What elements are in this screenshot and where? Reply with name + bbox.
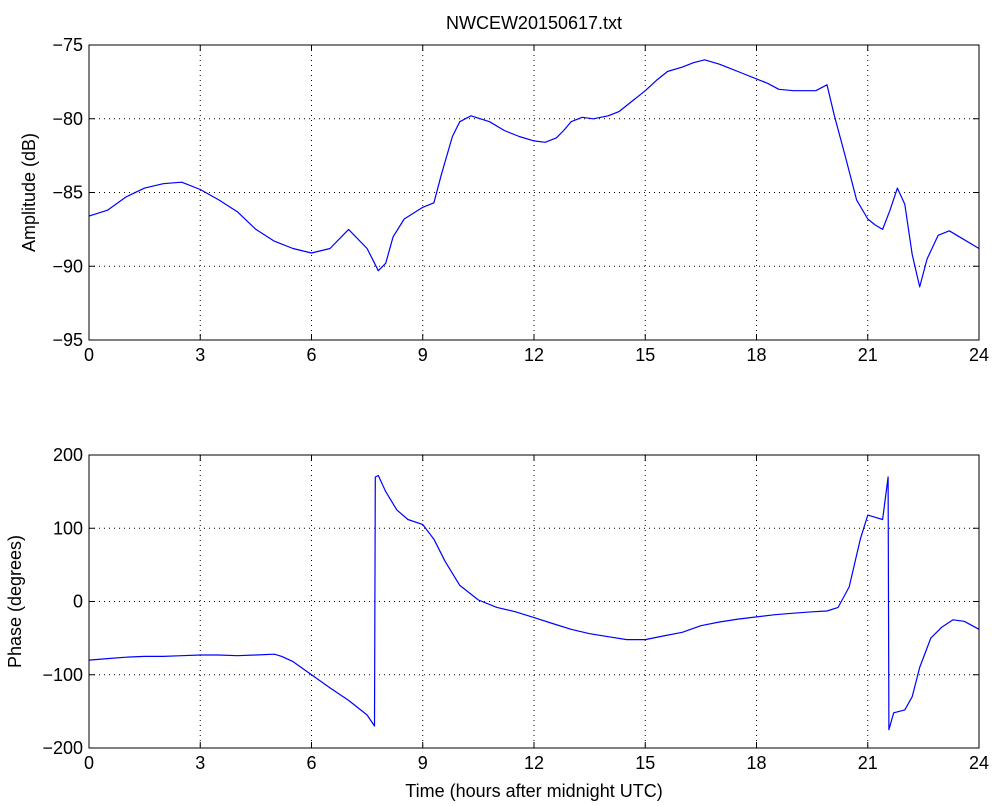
amplitude-x-tick-label: 24 — [969, 345, 989, 365]
time-x-axis-label: Time (hours after midnight UTC) — [405, 781, 662, 801]
amplitude-x-tick-label: 21 — [858, 345, 878, 365]
amplitude-series-line — [88, 59, 980, 288]
phase-x-tick-label: 12 — [524, 753, 544, 773]
amplitude-x-tick-label: 0 — [84, 345, 94, 365]
amplitude-x-tick-label: 3 — [195, 345, 205, 365]
phase-y-tick-label: −100 — [42, 665, 83, 685]
phase-x-tick-label: 21 — [858, 753, 878, 773]
phase-x-tick-label: 18 — [746, 753, 766, 773]
phase-y-tick-label: 200 — [53, 445, 83, 465]
amplitude-x-tick-label: 12 — [524, 345, 544, 365]
amplitude-x-tick-label: 6 — [306, 345, 316, 365]
phase-y-tick-label: −200 — [42, 738, 83, 758]
amplitude-plot: 0 3 6 9 12 15 18 21 24 −95 −90 −85 −80 −75 Amplitude… — [19, 35, 989, 365]
phase-x-tick-label: 3 — [195, 753, 205, 773]
phase-x-tick-label: 9 — [418, 753, 428, 773]
amplitude-x-tick-label: 18 — [746, 345, 766, 365]
amplitude-y-tick-label: −75 — [52, 35, 83, 55]
amplitude-y-tick-label: −95 — [52, 330, 83, 350]
amplitude-x-tick-label: 15 — [635, 345, 655, 365]
phase-x-tick-label: 6 — [306, 753, 316, 773]
phase-y-tick-label: 0 — [73, 592, 83, 612]
phase-series-line — [88, 474, 980, 731]
phase-x-tick-label: 15 — [635, 753, 655, 773]
amplitude-y-tick-label: −90 — [52, 256, 83, 276]
phase-x-tick-label: 0 — [84, 753, 94, 773]
phase-x-tick-label: 24 — [969, 753, 989, 773]
phase-y-axis-label: Phase (degrees) — [5, 535, 25, 668]
amplitude-y-axis-label: Amplitude (dB) — [19, 133, 39, 252]
chart-title: NWCEW20150617.txt — [446, 13, 622, 33]
amplitude-y-tick-label: −85 — [52, 183, 83, 203]
amplitude-x-tick-label: 9 — [418, 345, 428, 365]
phase-plot: 0 3 6 9 12 15 18 21 24 −200 −100 0 100 200 Phase (de… — [5, 445, 989, 773]
amplitude-y-tick-label: −80 — [52, 109, 83, 129]
phase-y-tick-label: 100 — [53, 518, 83, 538]
